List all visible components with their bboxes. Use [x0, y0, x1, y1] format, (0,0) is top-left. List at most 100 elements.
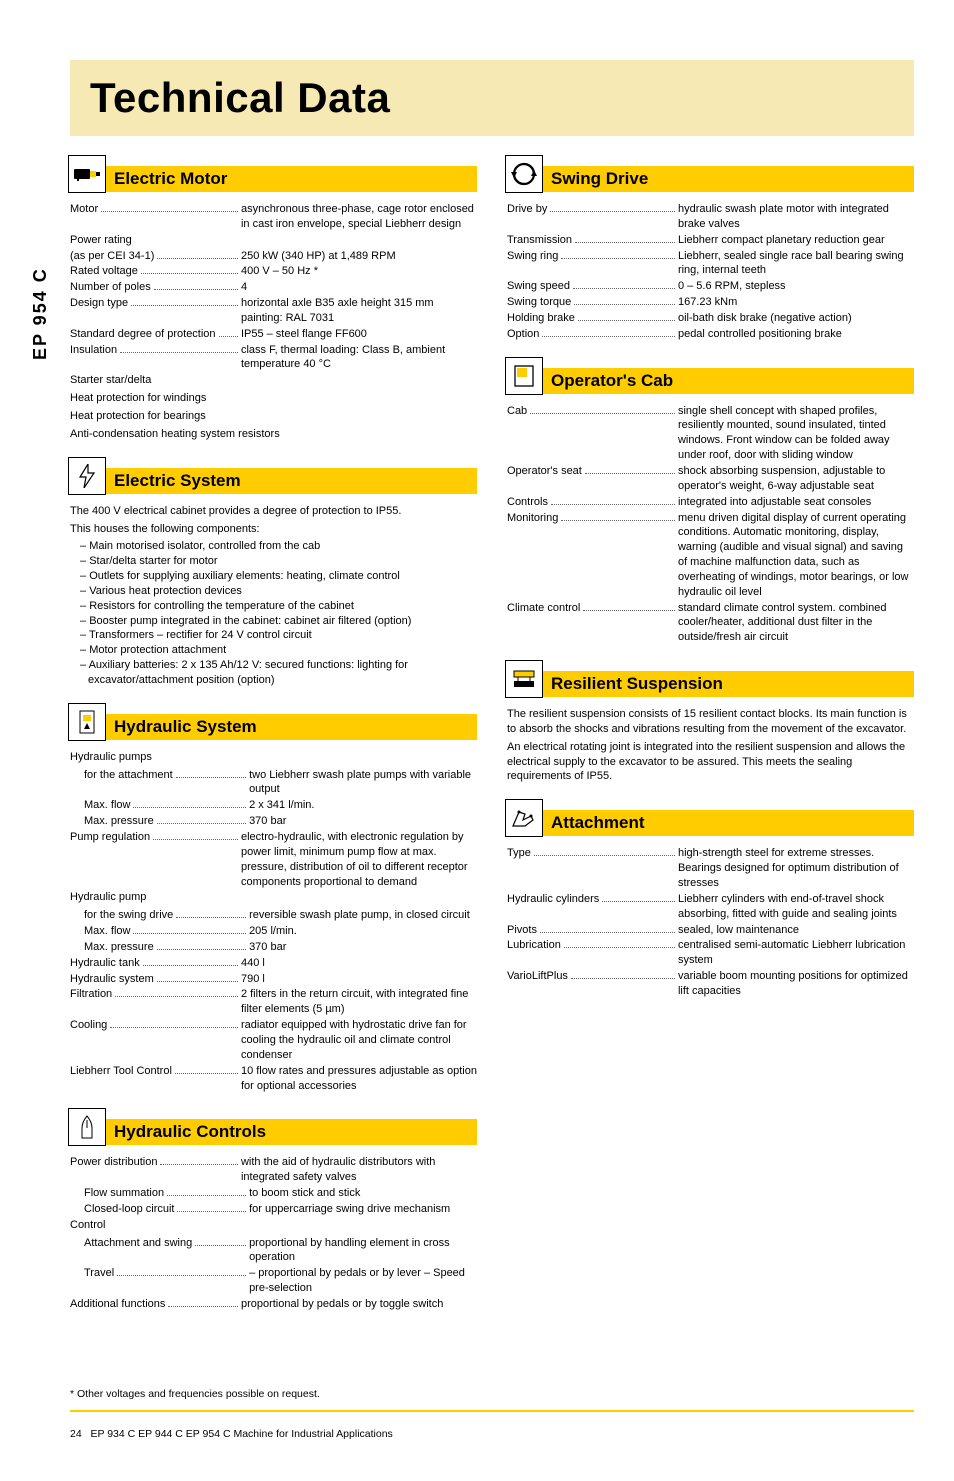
bolt-icon	[68, 457, 106, 495]
spec-row: Hydraulic system 790 l	[70, 972, 477, 987]
spec-value: sealed, low maintenance	[678, 923, 914, 938]
spec-row: Insulation class F, thermal loading: Clas…	[70, 343, 477, 373]
spec-label: Type	[507, 846, 531, 861]
spec-row: Pivots sealed, low maintenance	[507, 923, 914, 938]
spec-row: Swing speed0 – 5.6 RPM, stepless	[507, 279, 914, 294]
spec-label: Insulation	[70, 343, 117, 358]
spec-value: 790 l	[241, 972, 477, 987]
spec-row: Max. flow2 x 341 l/min.	[70, 798, 477, 813]
spec-dots	[551, 496, 675, 505]
side-model-label: EP 954 C	[30, 267, 51, 360]
spec-label: Controls	[507, 495, 548, 510]
spec-value: 4	[241, 280, 477, 295]
spec-dots	[583, 602, 675, 611]
spec-value: reversible swash plate pump, in closed c…	[249, 908, 477, 923]
spec-row: Holding brake oil-bath disk brake (negati…	[507, 311, 914, 326]
spec-row: Liebherr Tool Control10 flow rates and p…	[70, 1064, 477, 1094]
spec-value: 205 l/min.	[249, 924, 477, 939]
spec-list: Main motorised isolator, controlled from…	[70, 539, 477, 687]
spec-label: Cab	[507, 404, 527, 419]
spec-dots	[578, 312, 675, 321]
spec-dots	[101, 203, 238, 212]
spec-label: VarioLiftPlus	[507, 969, 568, 984]
spec-rows: Drive byhydraulic swash plate motor with…	[507, 202, 914, 342]
spec-value: Liebherr cylinders with end-of-travel sh…	[678, 892, 914, 922]
spec-label: Swing ring	[507, 249, 558, 264]
spec-row: for the attachmenttwo Liebherr swash pla…	[70, 768, 477, 798]
spec-row: Rated voltage400 V – 50 Hz *	[70, 264, 477, 279]
spec-row: Number of poles4	[70, 280, 477, 295]
spec-row: Climate controlstandard climate control …	[507, 601, 914, 646]
spec-dots	[154, 282, 238, 291]
section-resilient-suspension: Resilient Suspension The resilient suspe…	[507, 671, 914, 784]
plain-line: Heat protection for bearings	[70, 409, 477, 424]
list-item: Main motorised isolator, controlled from…	[80, 539, 477, 554]
attachment-icon	[505, 799, 543, 837]
plain-line: Heat protection for windings	[70, 391, 477, 406]
spec-value: 370 bar	[249, 940, 477, 955]
spec-dots	[176, 910, 246, 919]
spec-label: Swing torque	[507, 295, 571, 310]
page-footer: 24 EP 934 C EP 944 C EP 954 C Machine fo…	[70, 1428, 914, 1440]
suspension-icon	[505, 660, 543, 698]
section-electric-motor: Electric Motor Motor asynchronous three-p…	[70, 166, 477, 442]
spec-value: 10 flow rates and pressures adjustable a…	[241, 1064, 477, 1094]
spec-row: Type high-strength steel for extreme stre…	[507, 846, 914, 891]
spec-row: Cabsingle shell concept with shaped prof…	[507, 404, 914, 463]
spec-value: centralised semi-automatic Liebherr lubr…	[678, 938, 914, 968]
spec-row: Closed-loop circuitfor uppercarriage swi…	[70, 1202, 477, 1217]
spec-label: Additional functions	[70, 1297, 165, 1312]
spec-dots	[153, 831, 238, 840]
group-label: Hydraulic pumps	[70, 750, 477, 765]
spec-row: Max. pressure370 bar	[70, 814, 477, 829]
section-header: Operator's Cab	[507, 368, 914, 394]
spec-label: for the swing drive	[84, 908, 173, 923]
spec-value: high-strength steel for extreme stresses…	[678, 846, 914, 891]
spec-row: Pump regulationelectro-hydraulic, with e…	[70, 830, 477, 889]
spec-row: for the swing drive reversible swash plat…	[70, 908, 477, 923]
controls-icon	[68, 1108, 106, 1146]
list-item: Various heat protection devices	[80, 584, 477, 599]
spec-dots	[120, 344, 238, 353]
section-title: Resilient Suspension	[551, 674, 723, 694]
spec-dots	[575, 234, 675, 243]
intro-paragraphs: The 400 V electrical cabinet provides a …	[70, 504, 477, 537]
spec-row: Swing ring Liebherr, sealed single race b…	[507, 249, 914, 279]
spec-value: Liebherr, sealed single race ball bearin…	[678, 249, 914, 279]
spec-value: asynchronous three-phase, cage rotor enc…	[241, 202, 477, 232]
spec-dots	[131, 297, 238, 306]
spec-label: Lubrication	[507, 938, 561, 953]
spec-row: Flow summationto boom stick and stick	[70, 1186, 477, 1201]
spec-row: VarioLiftPlus variable boom mounting posi…	[507, 969, 914, 999]
spec-value: variable boom mounting positions for opt…	[678, 969, 914, 999]
section-title: Electric Motor	[114, 169, 227, 189]
paragraph: An electrical rotating joint is integrat…	[507, 740, 914, 785]
spec-dots	[602, 893, 675, 902]
spec-dots	[573, 281, 675, 290]
spec-value: menu driven digital display of current o…	[678, 511, 914, 600]
spec-value: 0 – 5.6 RPM, stepless	[678, 279, 914, 294]
page-title: Technical Data	[90, 74, 914, 122]
spec-value: class F, thermal loading: Class B, ambie…	[241, 343, 477, 373]
motor-icon	[68, 155, 106, 193]
spec-dots	[133, 925, 246, 934]
spec-label: Pump regulation	[70, 830, 150, 845]
spec-value: standard climate control system. combine…	[678, 601, 914, 646]
spec-dots	[143, 957, 238, 966]
spec-value: oil-bath disk brake (negative action)	[678, 311, 914, 326]
spec-row: Optionpedal controlled positioning brake	[507, 327, 914, 342]
spec-dots	[157, 973, 238, 982]
spec-label: Max. flow	[84, 798, 130, 813]
paragraph: The resilient suspension consists of 15 …	[507, 707, 914, 737]
spec-label: Motor	[70, 202, 98, 217]
list-item: Outlets for supplying auxiliary elements…	[80, 569, 477, 584]
spec-label: Holding brake	[507, 311, 575, 326]
section-title: Hydraulic System	[114, 717, 257, 737]
spec-rows: Power distributionwith the aid of hydrau…	[70, 1155, 477, 1216]
spec-row: Coolingradiator equipped with hydrostati…	[70, 1018, 477, 1063]
spec-row: Attachment and swingproportional by hand…	[70, 1236, 477, 1266]
spec-label: Hydraulic system	[70, 972, 154, 987]
spec-label: Pivots	[507, 923, 537, 938]
spec-rows: for the attachmenttwo Liebherr swash pla…	[70, 768, 477, 890]
section-title: Swing Drive	[551, 169, 648, 189]
